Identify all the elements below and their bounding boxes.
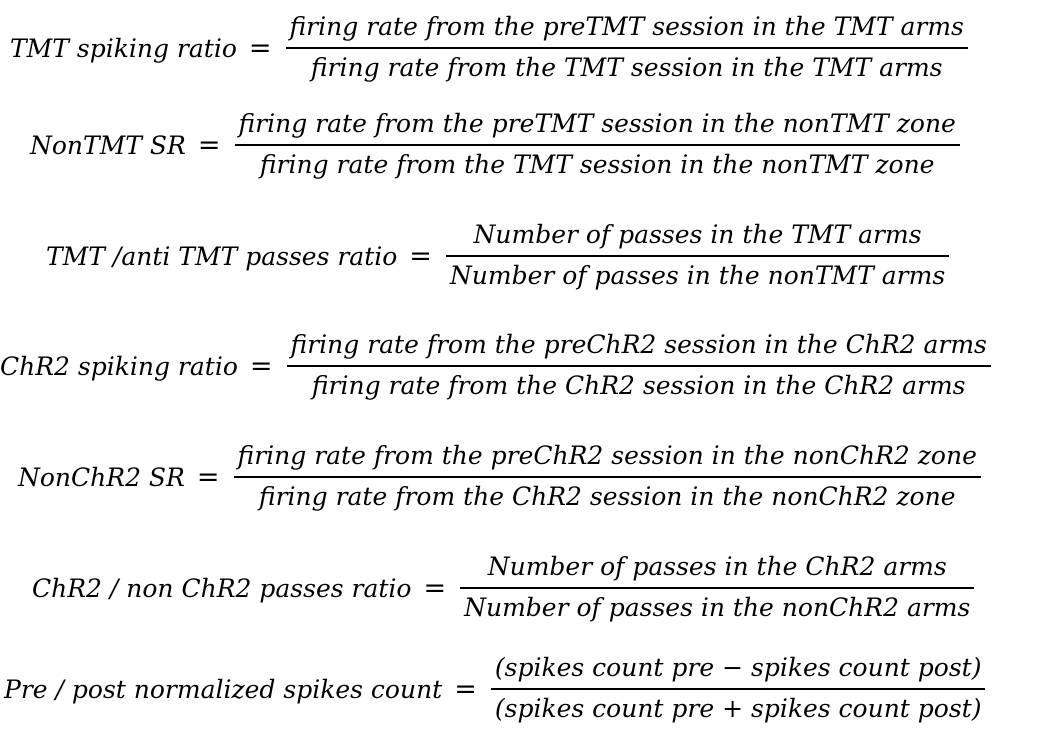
equals-sign: = — [423, 572, 447, 604]
equals-sign: = — [197, 129, 221, 161]
fraction: Number of passes in the TMT arms Number … — [445, 220, 950, 291]
fraction-numerator: firing rate from the preTMT session in t… — [289, 12, 964, 42]
equation-row: NonTMT SR = firing rate from the preTMT … — [30, 97, 960, 193]
equals-sign: = — [248, 32, 272, 64]
fraction: Number of passes in the ChR2 arms Number… — [460, 552, 975, 623]
fraction-bar — [460, 587, 975, 589]
equals-sign: = — [249, 350, 273, 382]
fraction-bar — [286, 365, 991, 367]
fraction-denominator: firing rate from the TMT session in the … — [259, 150, 935, 179]
equation-lhs: Pre / post normalized spikes count — [4, 674, 443, 704]
fraction-denominator: firing rate from the ChR2 session in the… — [258, 482, 956, 511]
fraction-bar — [445, 255, 950, 257]
fraction: firing rate from the preChR2 session in … — [233, 441, 981, 512]
equation-row: ChR2 spiking ratio = firing rate from th… — [0, 318, 991, 414]
fraction-numerator: (spikes count pre − spikes count post) — [494, 653, 982, 683]
fraction-numerator: firing rate from the preChR2 session in … — [237, 441, 977, 471]
equation-lhs: NonTMT SR — [30, 130, 186, 160]
fraction-denominator: Number of passes in the nonChR2 arms — [464, 593, 971, 622]
equation-lhs: TMT spiking ratio — [10, 33, 237, 63]
equation-lhs: TMT /anti TMT passes ratio — [46, 241, 398, 271]
equation-tmt-spiking-ratio: TMT spiking ratio = firing rate from the… — [0, 0, 1059, 96]
equation-row: TMT spiking ratio = firing rate from the… — [10, 0, 968, 96]
fraction: firing rate from the preTMT session in t… — [234, 109, 960, 180]
equation-chr2-passes-ratio: ChR2 / non ChR2 passes ratio = Number of… — [0, 540, 1059, 636]
equation-row: TMT /anti TMT passes ratio = Number of p… — [46, 208, 950, 304]
equation-pre-post-normalized-spikes: Pre / post normalized spikes count = (sp… — [0, 641, 1059, 737]
equals-sign: = — [454, 673, 477, 705]
equation-row: Pre / post normalized spikes count = (sp… — [4, 641, 986, 737]
fraction-denominator: firing rate from the ChR2 session in the… — [311, 371, 966, 400]
equation-nontmt-sr: NonTMT SR = firing rate from the preTMT … — [0, 97, 1059, 193]
equation-lhs: NonChR2 SR — [18, 462, 185, 492]
equation-lhs: ChR2 spiking ratio — [0, 351, 238, 381]
equation-lhs: ChR2 / non ChR2 passes ratio — [32, 573, 412, 603]
fraction-denominator: (spikes count pre + spikes count post) — [494, 694, 982, 723]
fraction: firing rate from the preTMT session in t… — [285, 12, 968, 83]
fraction-bar — [234, 144, 960, 146]
fraction: firing rate from the preChR2 session in … — [286, 330, 991, 401]
equals-sign: = — [409, 240, 432, 272]
fraction-numerator: Number of passes in the TMT arms — [473, 220, 922, 250]
equation-row: NonChR2 SR = firing rate from the preChR… — [18, 429, 981, 525]
equals-sign: = — [196, 461, 220, 493]
fraction-bar — [285, 47, 968, 49]
fraction-numerator: Number of passes in the ChR2 arms — [487, 552, 947, 582]
fraction-denominator: Number of passes in the nonTMT arms — [449, 261, 946, 290]
fraction-bar — [233, 476, 981, 478]
equation-nonchr2-sr: NonChR2 SR = firing rate from the preChR… — [0, 429, 1059, 525]
fraction-bar — [490, 688, 986, 690]
equation-row: ChR2 / non ChR2 passes ratio = Number of… — [32, 540, 975, 636]
fraction: (spikes count pre − spikes count post) (… — [490, 653, 986, 724]
fraction-numerator: firing rate from the preChR2 session in … — [290, 330, 987, 360]
equation-tmt-passes-ratio: TMT /anti TMT passes ratio = Number of p… — [0, 208, 1059, 304]
equation-chr2-spiking-ratio: ChR2 spiking ratio = firing rate from th… — [0, 318, 1059, 414]
fraction-denominator: firing rate from the TMT session in the … — [310, 53, 943, 82]
fraction-numerator: firing rate from the preTMT session in t… — [238, 109, 956, 139]
